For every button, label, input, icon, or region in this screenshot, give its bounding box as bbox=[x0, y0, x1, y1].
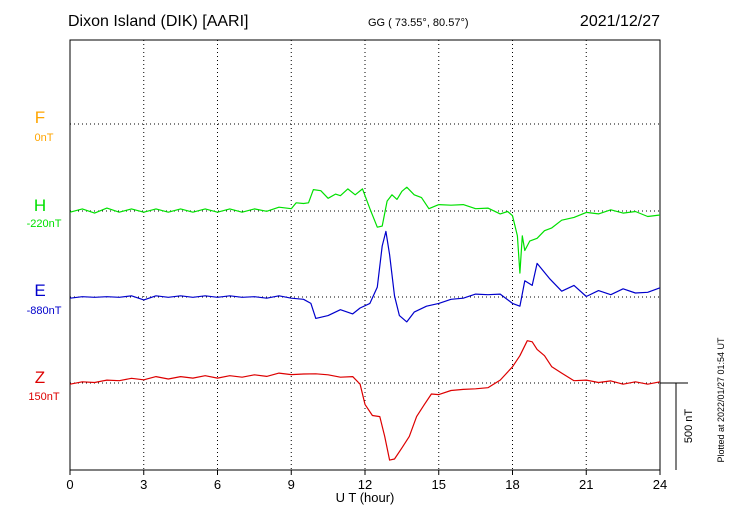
scale-bar-label: 500 nT bbox=[683, 409, 695, 444]
x-tick-label: 0 bbox=[66, 477, 73, 492]
x-tick-label: 12 bbox=[358, 477, 372, 492]
series-line-z bbox=[69, 340, 661, 461]
channel-label-f: F bbox=[35, 108, 45, 127]
series-layer bbox=[69, 186, 661, 461]
x-tick-label: 3 bbox=[140, 477, 147, 492]
channel-baseline-h: -220nT bbox=[27, 218, 62, 230]
channel-baseline-z: 150nT bbox=[28, 391, 59, 403]
x-tick-label: 15 bbox=[432, 477, 446, 492]
x-axis-ticks: 0 3 6 9 12 15 18 21 24 bbox=[66, 470, 667, 492]
station-title: Dixon Island (DIK) [AARI] bbox=[68, 13, 249, 30]
date-label: 2021/12/27 bbox=[580, 13, 660, 30]
channel-baseline-f: 0nT bbox=[35, 132, 54, 144]
channel-label-z: Z bbox=[35, 368, 45, 387]
x-tick-label: 18 bbox=[505, 477, 519, 492]
x-tick-label: 9 bbox=[288, 477, 295, 492]
plotted-timestamp: Plotted at 2022/01/27 01:54 UT bbox=[716, 337, 726, 463]
x-tick-label: 24 bbox=[653, 477, 667, 492]
series-line-e bbox=[69, 230, 661, 323]
coordinates-label: GG ( 73.55°, 80.57°) bbox=[368, 17, 469, 29]
channel-baseline-e: -880nT bbox=[27, 305, 62, 317]
x-axis-label: U T (hour) bbox=[336, 490, 395, 505]
channel-label-e: E bbox=[34, 281, 45, 300]
x-tick-label: 6 bbox=[214, 477, 221, 492]
channel-label-h: H bbox=[34, 196, 46, 215]
x-tick-label: 21 bbox=[579, 477, 593, 492]
series-line-h bbox=[69, 186, 661, 274]
